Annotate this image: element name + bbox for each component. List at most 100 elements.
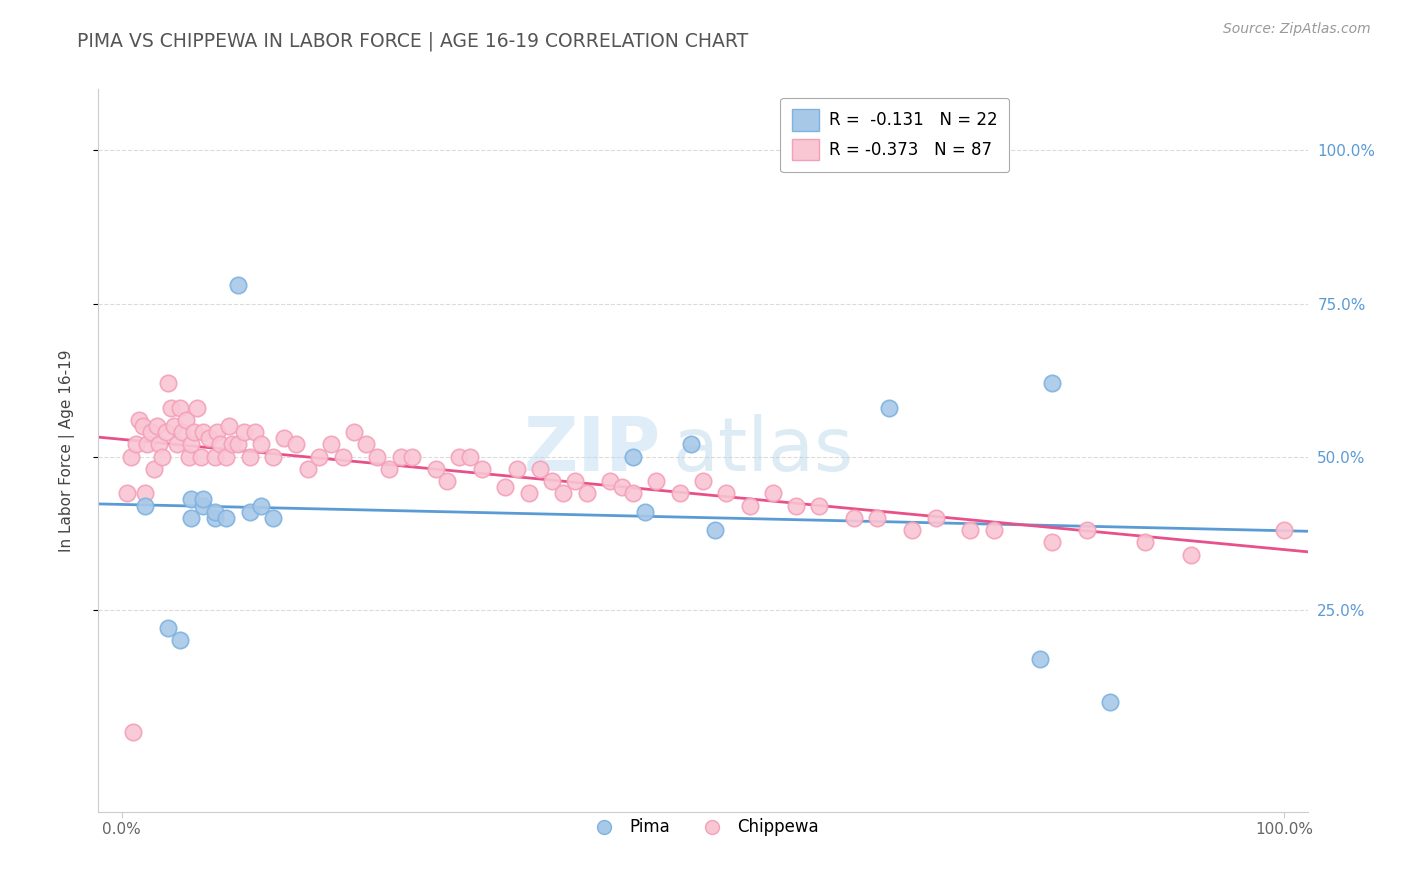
Point xyxy=(169,633,191,648)
Point xyxy=(1180,548,1202,562)
Legend: Pima, Chippewa: Pima, Chippewa xyxy=(581,812,825,843)
Text: PIMA VS CHIPPEWA IN LABOR FORCE | AGE 16-19 CORRELATION CHART: PIMA VS CHIPPEWA IN LABOR FORCE | AGE 16… xyxy=(77,31,748,51)
Point xyxy=(540,474,562,488)
Point xyxy=(425,462,447,476)
Point xyxy=(166,437,188,451)
Point xyxy=(808,499,831,513)
Point xyxy=(1076,523,1098,537)
Point xyxy=(191,492,214,507)
Point xyxy=(145,419,167,434)
Point xyxy=(703,523,725,537)
Point xyxy=(716,486,738,500)
Point xyxy=(218,419,240,434)
Point xyxy=(205,425,228,439)
Point xyxy=(180,492,202,507)
Point xyxy=(297,462,319,476)
Point xyxy=(389,450,412,464)
Point xyxy=(183,425,205,439)
Point xyxy=(190,450,212,464)
Point xyxy=(610,480,633,494)
Point xyxy=(148,437,170,451)
Point xyxy=(120,450,142,464)
Point xyxy=(959,523,981,537)
Point xyxy=(785,499,807,513)
Point xyxy=(191,499,214,513)
Point xyxy=(621,450,644,464)
Point xyxy=(250,437,273,451)
Point xyxy=(1040,535,1063,549)
Point xyxy=(924,511,946,525)
Point xyxy=(134,499,156,513)
Point xyxy=(155,425,177,439)
Point xyxy=(198,431,221,445)
Point xyxy=(529,462,551,476)
Text: ZIP: ZIP xyxy=(523,414,661,487)
Point xyxy=(366,450,388,464)
Point xyxy=(131,419,153,434)
Point xyxy=(150,450,173,464)
Point xyxy=(215,450,238,464)
Point xyxy=(692,474,714,488)
Point xyxy=(226,437,249,451)
Point xyxy=(117,486,139,500)
Point xyxy=(157,621,180,635)
Point xyxy=(204,511,226,525)
Point xyxy=(239,450,262,464)
Point xyxy=(215,511,238,525)
Point xyxy=(262,511,284,525)
Point xyxy=(436,474,458,488)
Point xyxy=(139,425,162,439)
Point xyxy=(191,425,214,439)
Point xyxy=(239,505,262,519)
Point xyxy=(124,437,146,451)
Point xyxy=(122,725,145,739)
Point xyxy=(250,499,273,513)
Point xyxy=(668,486,690,500)
Point xyxy=(273,431,295,445)
Point xyxy=(163,419,186,434)
Point xyxy=(762,486,785,500)
Point xyxy=(319,437,342,451)
Point xyxy=(401,450,423,464)
Point xyxy=(645,474,668,488)
Point xyxy=(460,450,482,464)
Point xyxy=(204,505,226,519)
Point xyxy=(1098,694,1121,708)
Point xyxy=(308,450,330,464)
Point xyxy=(634,505,657,519)
Point xyxy=(866,511,889,525)
Point xyxy=(343,425,366,439)
Point xyxy=(262,450,284,464)
Point xyxy=(517,486,540,500)
Point xyxy=(136,437,159,451)
Point xyxy=(128,413,150,427)
Point xyxy=(169,401,191,415)
Point xyxy=(180,437,202,451)
Point xyxy=(447,450,470,464)
Point xyxy=(494,480,516,494)
Point xyxy=(1133,535,1156,549)
Point xyxy=(245,425,267,439)
Point xyxy=(285,437,308,451)
Point xyxy=(1029,651,1052,665)
Point xyxy=(564,474,586,488)
Point xyxy=(1040,376,1063,390)
Point xyxy=(599,474,621,488)
Point xyxy=(844,511,866,525)
Point xyxy=(506,462,529,476)
Point xyxy=(332,450,354,464)
Point xyxy=(983,523,1005,537)
Point xyxy=(901,523,924,537)
Point xyxy=(621,486,644,500)
Point xyxy=(172,425,194,439)
Point xyxy=(157,376,180,390)
Point xyxy=(221,437,243,451)
Point xyxy=(226,278,249,293)
Point xyxy=(575,486,598,500)
Point xyxy=(209,437,232,451)
Point xyxy=(681,437,703,451)
Point xyxy=(1272,523,1295,537)
Point xyxy=(186,401,208,415)
Point xyxy=(204,450,226,464)
Point xyxy=(471,462,494,476)
